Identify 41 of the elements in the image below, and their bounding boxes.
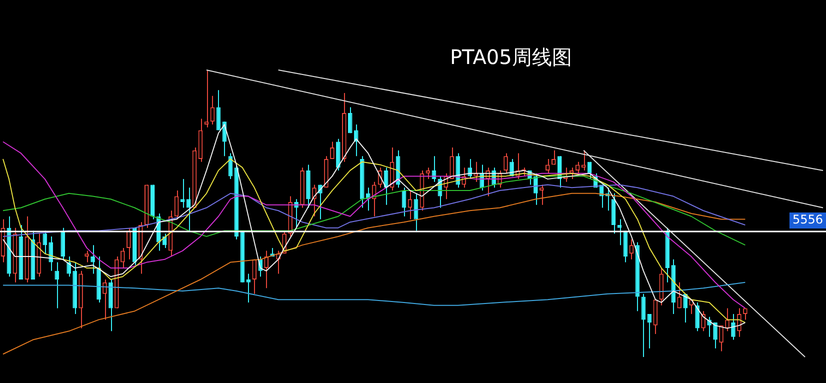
candlestick [84,250,89,263]
candlestick [426,167,430,180]
candlestick [330,141,334,160]
candlestick [540,184,544,206]
candlestick [408,190,412,220]
candlestick [126,227,131,260]
candlestick [264,250,269,289]
candlestick [48,236,54,272]
candlestick [336,138,340,171]
candlestick [162,233,167,248]
candlestick [54,262,60,309]
candlestick [186,187,191,232]
candlestick [701,310,706,332]
candlestick [60,227,66,260]
candlestick [575,161,580,174]
candlestick [90,244,95,274]
candlestick [683,293,688,324]
annotation: 5556 [792,212,824,227]
candlestick [120,247,125,269]
candlestick [695,302,700,332]
candlestick [42,230,48,254]
candlestick [252,258,257,294]
chart-title: PTA05周线图 [450,44,572,71]
candlestick [569,167,574,180]
candlestick [102,279,107,320]
candlestick [180,178,185,208]
candlestick [731,313,736,340]
candlestick [659,268,664,306]
candlestick [552,150,556,166]
candlestick [581,150,586,171]
candlestick [66,256,71,278]
candlestick [204,70,209,128]
candlestick [546,158,550,174]
candlestick [246,273,251,303]
candlestick [677,282,682,309]
candlestick [504,152,508,174]
candlestick [725,308,730,332]
candlestick [713,322,718,349]
candlestick [617,218,622,246]
candlestick [108,279,113,332]
candlestick [348,106,352,134]
